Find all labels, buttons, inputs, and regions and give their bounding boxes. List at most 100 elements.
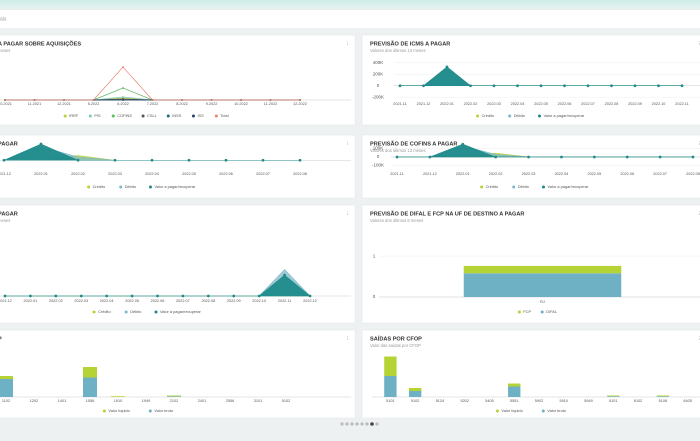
x-tick-label: 5101 xyxy=(386,399,394,403)
x-tick-label: 2021.11 xyxy=(393,102,406,106)
bar-segment xyxy=(607,395,620,397)
page-dot[interactable] xyxy=(375,422,379,426)
x-tick-label: 2022.05 xyxy=(534,102,548,106)
y-tick-label: 200K xyxy=(373,71,384,76)
bar-segment xyxy=(607,396,620,397)
x-tick-label: 2021.12 xyxy=(423,172,437,176)
panel-title: A PAGAR SOBRE AQUISIÇÕES xyxy=(0,40,81,47)
point xyxy=(680,84,684,88)
x-tick-label: 5902 xyxy=(535,399,543,403)
x-tick-label: 12.2021 xyxy=(57,102,71,106)
point xyxy=(130,294,134,298)
legend-label: IRRF xyxy=(69,113,79,118)
legend-label: Valor a pagar/recuperar xyxy=(544,113,586,118)
point xyxy=(63,99,65,101)
x-tick-label: 2022.02 xyxy=(464,102,478,106)
x-tick-label: 5.2022 xyxy=(88,102,100,106)
point xyxy=(298,158,302,162)
x-tick-label: 2022.05 xyxy=(125,299,139,303)
legend-marker xyxy=(512,185,516,189)
panel-subtitle: Valores dos últimos 6 meses xyxy=(370,218,423,223)
legend-label: Crédito xyxy=(98,309,111,314)
x-tick-label: 2022.06 xyxy=(219,172,233,176)
y-tick-label: 1 xyxy=(373,253,376,258)
page-dot[interactable] xyxy=(365,422,369,426)
area xyxy=(400,66,682,87)
point xyxy=(150,158,154,162)
panel-title: PREVISÃO DE ICMS A PAGAR xyxy=(370,40,450,47)
panel-menu: ⋮ xyxy=(345,41,350,46)
x-tick-label: 2022.08 xyxy=(686,172,700,176)
x-tick-label: 2022.01 xyxy=(440,102,454,106)
point xyxy=(592,155,596,159)
page-dot[interactable] xyxy=(360,422,364,426)
x-tick-label: 2022.11 xyxy=(675,102,688,106)
x-tick-label: 1401 xyxy=(58,399,66,403)
x-tick-label: 5102 xyxy=(282,399,290,403)
page-dot[interactable] xyxy=(340,422,344,426)
pagination[interactable] xyxy=(340,422,379,426)
x-tick-label: 2022.08 xyxy=(293,172,307,176)
point xyxy=(563,84,566,88)
point xyxy=(398,84,402,88)
point xyxy=(516,84,519,88)
bar-segment xyxy=(408,391,422,397)
point xyxy=(232,294,236,298)
legend-marker xyxy=(154,310,158,314)
x-tick-label: 5551 xyxy=(510,399,518,403)
page-dot-active[interactable] xyxy=(370,422,374,426)
bar-segment xyxy=(0,379,13,397)
x-tick-label: 10.2021 xyxy=(0,102,12,106)
page-dot[interactable] xyxy=(355,422,359,426)
legend-marker xyxy=(495,409,499,413)
x-tick-label: 2022.04 xyxy=(145,172,159,176)
legend-label: PIS xyxy=(94,113,101,118)
x-tick-label: 2401 xyxy=(198,399,206,403)
legend-marker xyxy=(540,310,544,314)
point xyxy=(610,84,613,88)
point xyxy=(658,155,662,159)
legend-marker xyxy=(508,114,512,118)
x-tick-label: 2022.02 xyxy=(49,299,63,303)
point xyxy=(633,84,637,88)
x-tick-label: 6101 xyxy=(609,399,617,403)
x-tick-label: 5202 xyxy=(460,399,468,403)
bar-segment xyxy=(656,396,670,397)
point xyxy=(29,294,32,298)
panel xyxy=(361,204,700,324)
x-tick-label: 2022.04 xyxy=(555,172,569,176)
legend-marker xyxy=(149,185,152,189)
panel-menu: ⋮ xyxy=(345,141,350,146)
chart-panel: PREVISÃO DE DIFAL E FCP NA UF DE DESTINO… xyxy=(361,204,700,324)
point xyxy=(428,155,432,159)
point xyxy=(181,99,183,101)
point xyxy=(257,294,261,298)
y-tick-label: 0 xyxy=(377,154,380,159)
page-dot[interactable] xyxy=(350,422,354,426)
x-tick-label: 2021.11 xyxy=(390,172,403,176)
bar-segment xyxy=(384,356,397,376)
x-tick-label: 5405 xyxy=(485,399,493,403)
x-tick-label: 2021.12 xyxy=(0,172,11,176)
point xyxy=(492,84,496,88)
x-tick-label: 2022.01 xyxy=(34,172,48,176)
x-tick-label: 2556 xyxy=(226,399,234,403)
point xyxy=(422,84,425,88)
x-tick-label: 5910 xyxy=(560,399,568,403)
panel-subtitle: Valor das saídas por CFOP xyxy=(370,343,421,348)
y-tick-label: 100K xyxy=(373,146,384,151)
x-tick-label: 2022.06 xyxy=(558,102,572,106)
point xyxy=(299,99,301,101)
x-tick-label: 2022.07 xyxy=(176,299,190,303)
x-tick-label: 1910 xyxy=(114,399,122,403)
x-tick-label: 2022.01 xyxy=(456,172,470,176)
x-tick-label: 1949 xyxy=(142,399,150,403)
x-tick-label: 2022.12 xyxy=(303,299,317,303)
x-tick-label: 2022.07 xyxy=(653,172,667,176)
point xyxy=(560,155,563,159)
bar-segment xyxy=(167,396,181,397)
page-dot[interactable] xyxy=(345,422,349,426)
x-tick-label: 12.2022 xyxy=(293,102,307,106)
x-tick-label: 2022.07 xyxy=(256,172,270,176)
legend-label: INSS xyxy=(172,113,181,118)
